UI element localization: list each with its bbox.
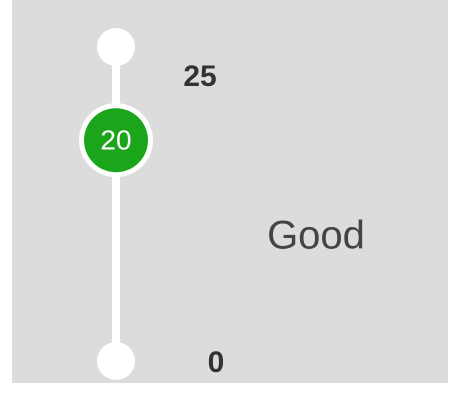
max-label: 25: [183, 60, 216, 93]
track-end-bottom: [97, 342, 135, 380]
panel-background: [12, 0, 448, 383]
slider-knob[interactable]: 20: [79, 103, 153, 178]
min-label: 0: [208, 346, 225, 379]
track-end-top: [97, 28, 135, 66]
knob-fill[interactable]: [84, 108, 148, 173]
status-label: Good: [267, 214, 365, 258]
knob-value: 20: [100, 125, 131, 156]
